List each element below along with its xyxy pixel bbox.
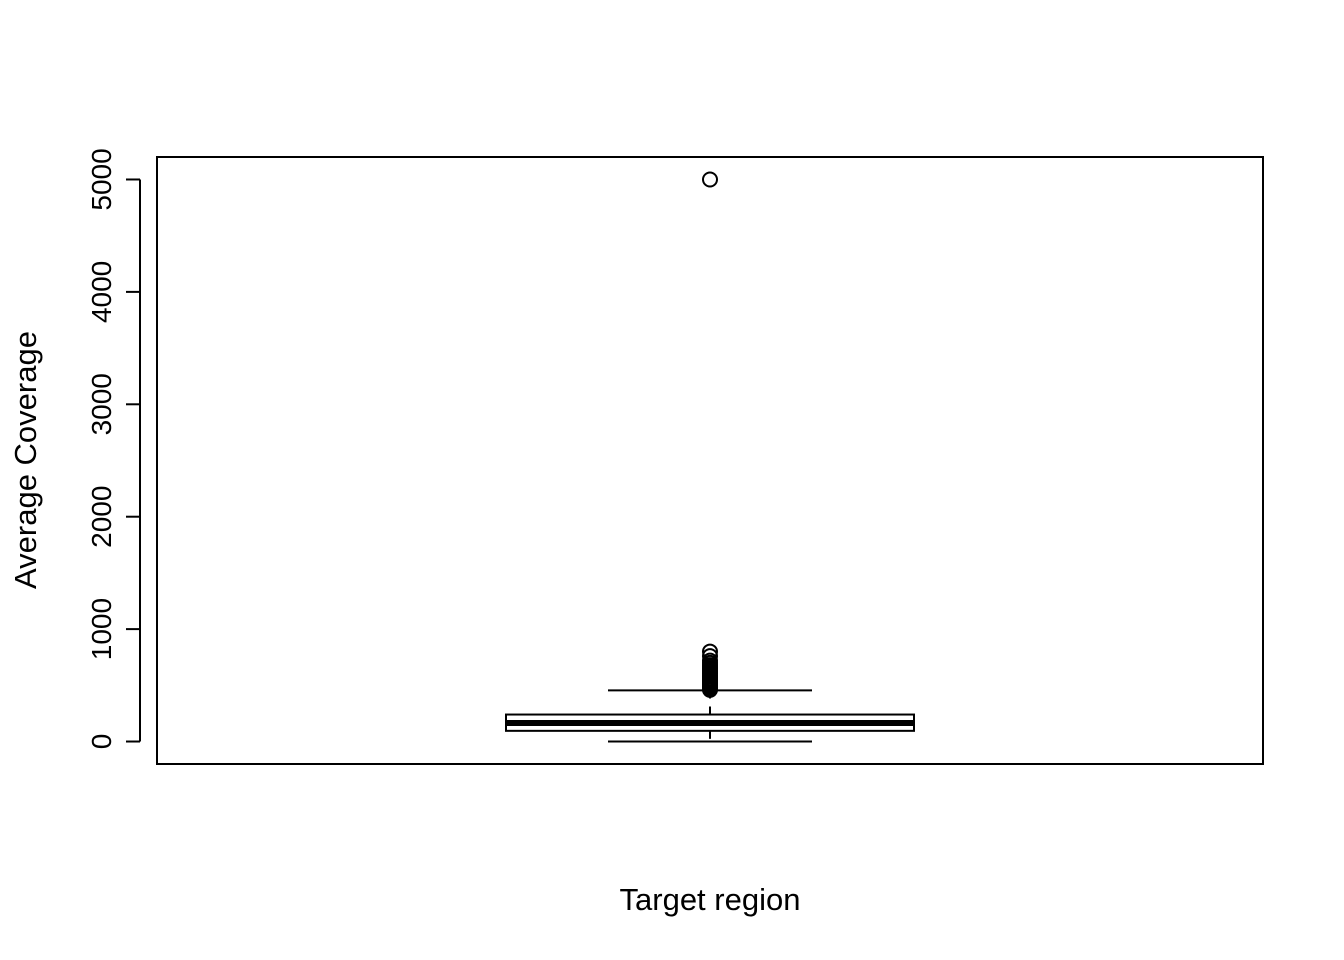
outlier-point bbox=[702, 171, 718, 188]
box-group bbox=[505, 171, 915, 743]
y-tick-label: 3000 bbox=[86, 373, 117, 435]
y-axis: 0 1000 2000 3000 4000 5000 bbox=[86, 148, 141, 750]
y-tick-label: 5000 bbox=[86, 148, 117, 210]
y-tick-label: 2000 bbox=[86, 486, 117, 548]
outlier-point bbox=[702, 643, 718, 660]
x-axis-title: Target region bbox=[620, 882, 801, 917]
y-tick-label: 0 bbox=[86, 734, 117, 750]
outlier-point bbox=[702, 652, 718, 669]
box-layer bbox=[505, 171, 915, 743]
outlier-point bbox=[702, 648, 718, 665]
y-tick-label: 4000 bbox=[86, 261, 117, 323]
plot-frame bbox=[156, 156, 1264, 765]
y-axis-title: Average Coverage bbox=[8, 331, 43, 589]
y-tick-label: 1000 bbox=[86, 598, 117, 660]
